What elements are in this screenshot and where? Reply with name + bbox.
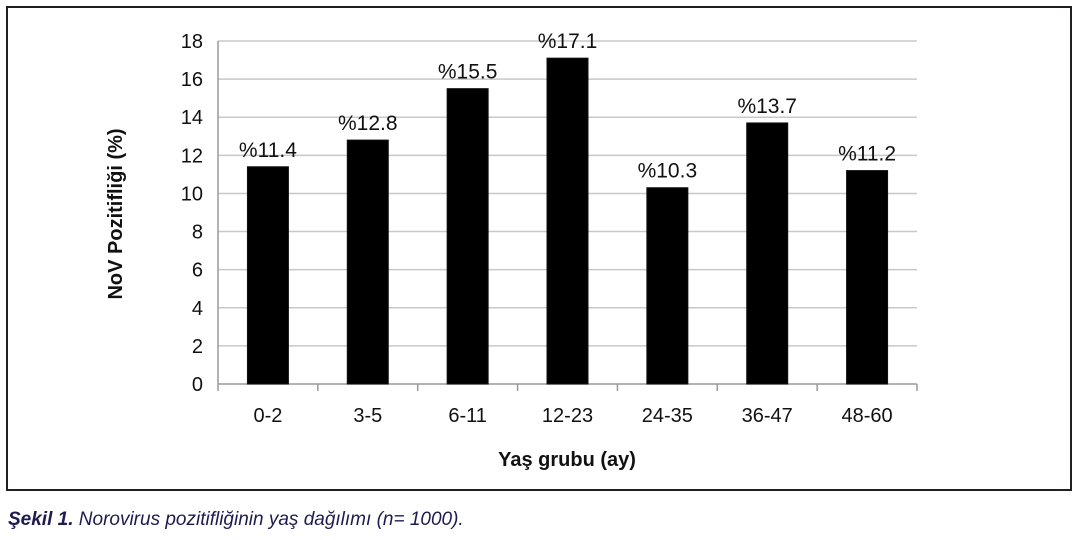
figure-caption-label: Şekil 1. <box>8 509 74 530</box>
data-label: %13.7 <box>737 95 797 118</box>
y-tick-label: 12 <box>181 145 203 167</box>
y-tick-label: 6 <box>192 260 203 282</box>
y-tick-label: 10 <box>181 183 203 205</box>
y-tick-label: 14 <box>181 107 203 129</box>
y-tick-label: 8 <box>192 222 203 244</box>
bar-chart: %11.4 %12.8 %15.5 %17.1 %10.3 %13.7 %11.2 0 2 4 6… <box>105 30 918 471</box>
x-tick-labels: 0-2 3-5 6-11 12-23 24-35 36-47 48-60 <box>253 405 892 427</box>
x-tick-label: 0-2 <box>253 405 282 427</box>
chart-frame <box>6 6 1072 491</box>
data-label: %17.1 <box>538 30 598 53</box>
x-tick-label: 3-5 <box>353 405 382 427</box>
x-tick-label: 36-47 <box>742 405 793 427</box>
x-axis-title: Yaş grubu (ay) <box>498 449 636 471</box>
y-tick-label: 18 <box>181 31 203 53</box>
figure-caption: Şekil 1. Norovirus pozitifliğinin yaş da… <box>8 509 464 531</box>
y-tick-label: 4 <box>192 298 203 320</box>
x-tick-label: 24-35 <box>642 405 693 427</box>
bar-3-5 <box>346 139 389 385</box>
data-label: %10.3 <box>638 160 698 183</box>
x-tick-label: 48-60 <box>841 405 892 427</box>
data-label: %12.8 <box>338 112 398 135</box>
bar-24-35 <box>646 187 689 385</box>
data-label: %15.5 <box>438 61 498 84</box>
bar-12-23 <box>546 57 589 385</box>
data-label: %11.4 <box>239 139 297 162</box>
figure-caption-text: Norovirus pozitifliğinin yaş dağılımı (n… <box>73 509 464 530</box>
y-tick-labels: 0 2 4 6 8 10 12 14 16 18 <box>181 31 203 396</box>
bars <box>246 57 889 385</box>
bar-36-47 <box>746 122 789 385</box>
y-tick-label: 0 <box>192 374 203 396</box>
bar-48-60 <box>846 170 889 385</box>
x-tick-label: 6-11 <box>448 405 487 427</box>
data-labels: %11.4 %12.8 %15.5 %17.1 %10.3 %13.7 %11.2 <box>239 30 896 183</box>
gridlines <box>218 40 917 347</box>
y-tick-label: 16 <box>181 69 203 91</box>
y-tick-label: 2 <box>192 336 203 358</box>
data-label: %11.2 <box>838 143 896 166</box>
x-tick-label: 12-23 <box>542 405 593 427</box>
bar-0-2 <box>246 166 289 385</box>
y-axis-title: NoV Pozitifliği (%) <box>105 128 127 299</box>
bar-6-11 <box>446 88 489 385</box>
